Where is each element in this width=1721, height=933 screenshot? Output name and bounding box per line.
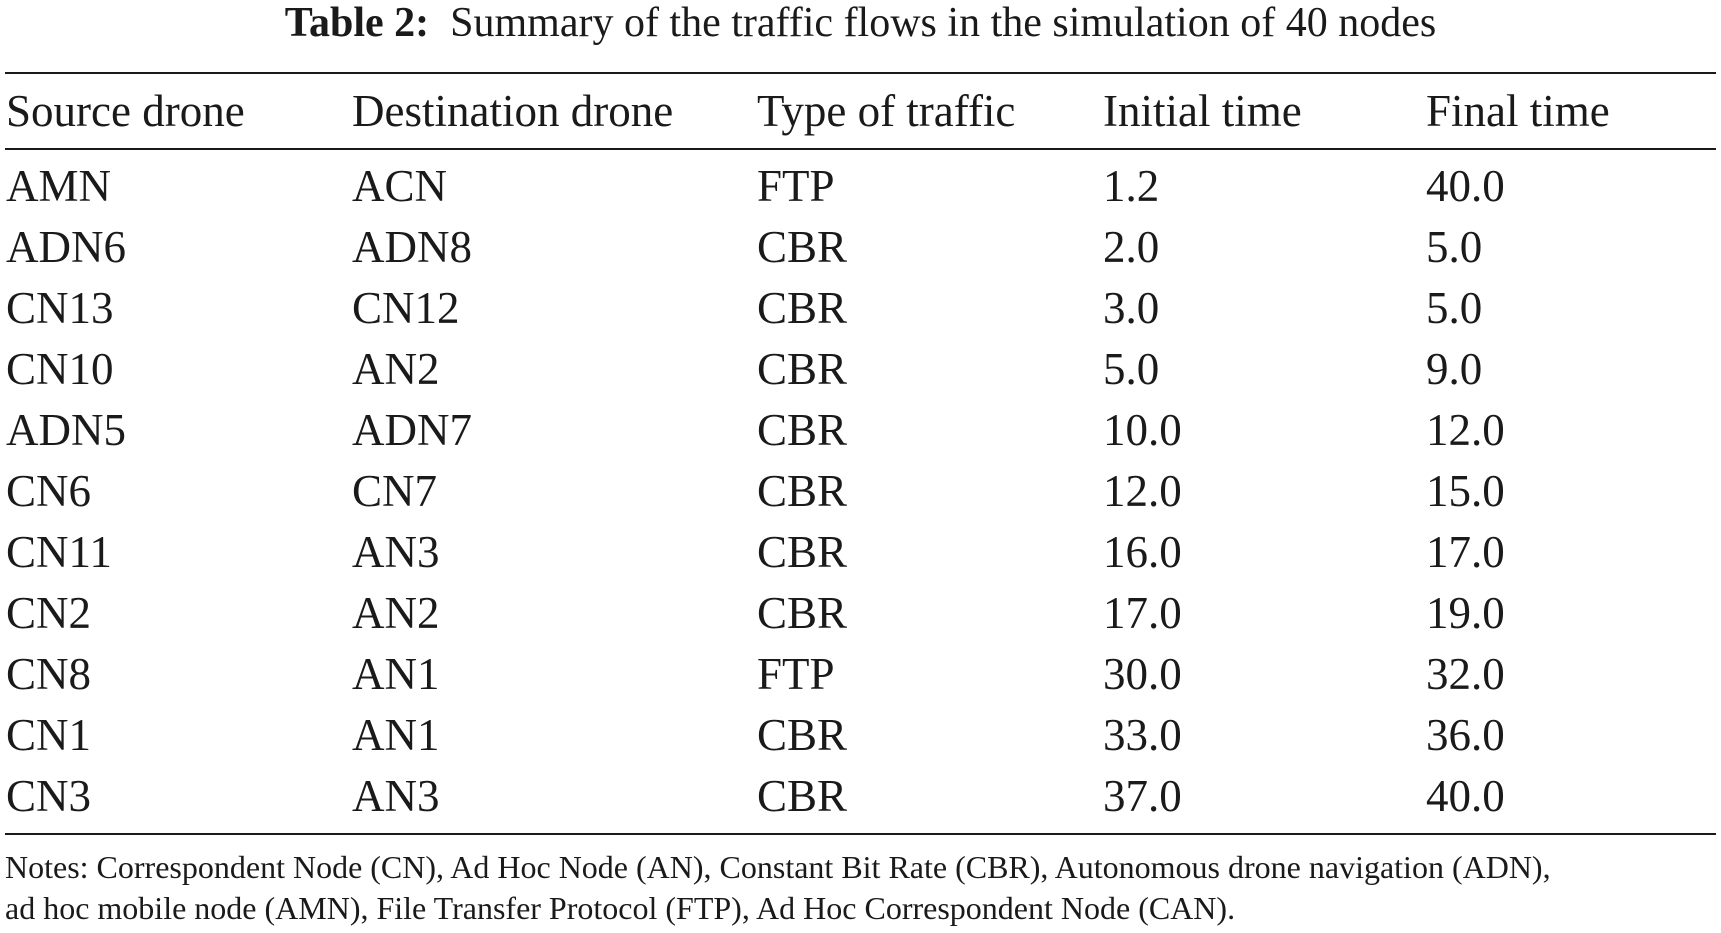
cell-final-time: 5.0 [1426, 222, 1483, 272]
header-initial-time: Initial time [1103, 86, 1302, 136]
table-notes-line-1: Notes: Correspondent Node (CN), Ad Hoc N… [5, 849, 1551, 885]
cell-source: CN1 [6, 710, 92, 760]
cell-destination: AN2 [352, 588, 440, 638]
cell-final-time: 40.0 [1426, 161, 1505, 211]
cell-traffic-type: CBR [757, 466, 848, 516]
cell-destination: AN3 [352, 527, 440, 577]
cell-traffic-type: CBR [757, 222, 848, 272]
cell-source: ADN6 [6, 222, 126, 272]
cell-final-time: 15.0 [1426, 466, 1505, 516]
table-caption-label: Table 2: [284, 0, 430, 46]
cell-source: CN6 [6, 466, 92, 516]
cell-final-time: 40.0 [1426, 771, 1505, 821]
cell-final-time: 19.0 [1426, 588, 1505, 638]
table-top-rule [5, 72, 1716, 74]
cell-initial-time: 16.0 [1103, 527, 1182, 577]
cell-initial-time: 17.0 [1103, 588, 1182, 638]
header-type-of-traffic: Type of traffic [757, 86, 1016, 136]
cell-initial-time: 3.0 [1103, 283, 1160, 333]
cell-final-time: 12.0 [1426, 405, 1505, 455]
cell-traffic-type: CBR [757, 344, 848, 394]
cell-source: CN2 [6, 588, 92, 638]
header-source-drone: Source drone [6, 86, 245, 136]
cell-initial-time: 10.0 [1103, 405, 1182, 455]
cell-destination: ADN7 [352, 405, 472, 455]
cell-destination: ADN8 [352, 222, 472, 272]
cell-final-time: 36.0 [1426, 710, 1505, 760]
cell-traffic-type: CBR [757, 527, 848, 577]
cell-initial-time: 5.0 [1103, 344, 1160, 394]
cell-traffic-type: CBR [757, 588, 848, 638]
cell-traffic-type: CBR [757, 405, 848, 455]
cell-final-time: 5.0 [1426, 283, 1483, 333]
table-caption: Table 2: Summary of the traffic flows in… [0, 0, 1721, 46]
table-notes-line-2: ad hoc mobile node (AMN), File Transfer … [5, 890, 1236, 926]
cell-source: CN3 [6, 771, 92, 821]
cell-source: CN11 [6, 527, 112, 577]
cell-source: CN8 [6, 649, 92, 699]
cell-destination: AN2 [352, 344, 440, 394]
cell-destination: CN12 [352, 283, 460, 333]
header-destination-drone: Destination drone [352, 86, 674, 136]
table-caption-text: Summary of the traffic flows in the simu… [450, 0, 1437, 46]
table-header-rule [5, 148, 1716, 150]
cell-initial-time: 37.0 [1103, 771, 1182, 821]
cell-initial-time: 12.0 [1103, 466, 1182, 516]
cell-source: CN10 [6, 344, 114, 394]
cell-final-time: 32.0 [1426, 649, 1505, 699]
cell-traffic-type: FTP [757, 649, 835, 699]
cell-initial-time: 2.0 [1103, 222, 1160, 272]
cell-destination: ACN [352, 161, 448, 211]
cell-destination: CN7 [352, 466, 438, 516]
cell-traffic-type: FTP [757, 161, 835, 211]
cell-destination: AN1 [352, 710, 440, 760]
cell-destination: AN1 [352, 649, 440, 699]
cell-source: AMN [6, 161, 112, 211]
cell-initial-time: 33.0 [1103, 710, 1182, 760]
cell-destination: AN3 [352, 771, 440, 821]
cell-initial-time: 30.0 [1103, 649, 1182, 699]
cell-final-time: 9.0 [1426, 344, 1483, 394]
cell-source: CN13 [6, 283, 114, 333]
cell-traffic-type: CBR [757, 771, 848, 821]
cell-traffic-type: CBR [757, 283, 848, 333]
table-notes: Notes: Correspondent Node (CN), Ad Hoc N… [5, 847, 1717, 929]
table-bottom-rule [5, 833, 1716, 835]
cell-source: ADN5 [6, 405, 126, 455]
cell-traffic-type: CBR [757, 710, 848, 760]
cell-initial-time: 1.2 [1103, 161, 1160, 211]
header-final-time: Final time [1426, 86, 1610, 136]
cell-final-time: 17.0 [1426, 527, 1505, 577]
